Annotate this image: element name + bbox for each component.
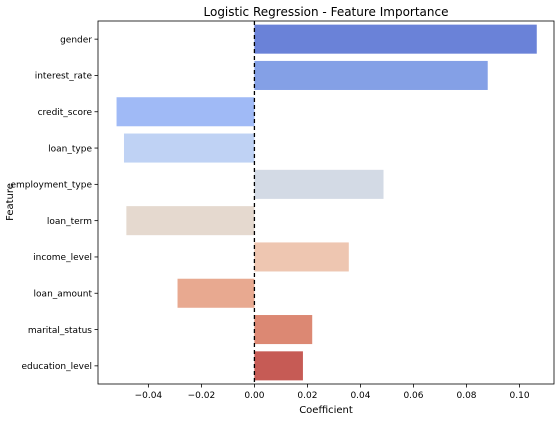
x-tick-label: 0.02 — [297, 391, 317, 401]
y-tick-label: loan_amount — [34, 289, 93, 299]
bar-interest-rate — [254, 61, 487, 90]
bar-employment-type — [254, 170, 383, 199]
y-tick-label: income_level — [33, 253, 92, 263]
y-tick-label: interest_rate — [35, 72, 93, 82]
bar-education-level — [254, 351, 303, 380]
y-tick-label: employment_type — [11, 181, 93, 191]
bar-income-level — [254, 242, 348, 271]
bar-credit-score — [117, 97, 255, 126]
chart-title: Logistic Regression - Feature Importance — [204, 5, 449, 19]
x-tick-label: 0.04 — [350, 391, 370, 401]
x-tick-label: 0.06 — [403, 391, 423, 401]
x-axis-title: Coefficient — [299, 405, 353, 416]
y-axis-title: Feature — [5, 183, 16, 221]
bar-gender — [254, 25, 536, 54]
bar-marital-status — [254, 315, 312, 344]
x-tick-label: −0.02 — [188, 391, 216, 401]
x-tick-label: 0.00 — [244, 391, 264, 401]
x-tick-label: −0.04 — [135, 391, 163, 401]
y-tick-label: loan_type — [48, 144, 92, 154]
x-tick-label: 0.08 — [456, 391, 476, 401]
y-tick-label: marital_status — [28, 326, 92, 336]
x-tick-label: 0.10 — [510, 391, 530, 401]
y-tick-label: credit_score — [38, 108, 93, 118]
bar-loan-amount — [178, 279, 255, 308]
bar-loan-term — [126, 206, 254, 235]
bar-loan-type — [124, 134, 254, 163]
y-tick-label: loan_term — [47, 217, 92, 227]
y-tick-label: education_level — [21, 362, 92, 372]
y-tick-label: gender — [60, 35, 92, 45]
